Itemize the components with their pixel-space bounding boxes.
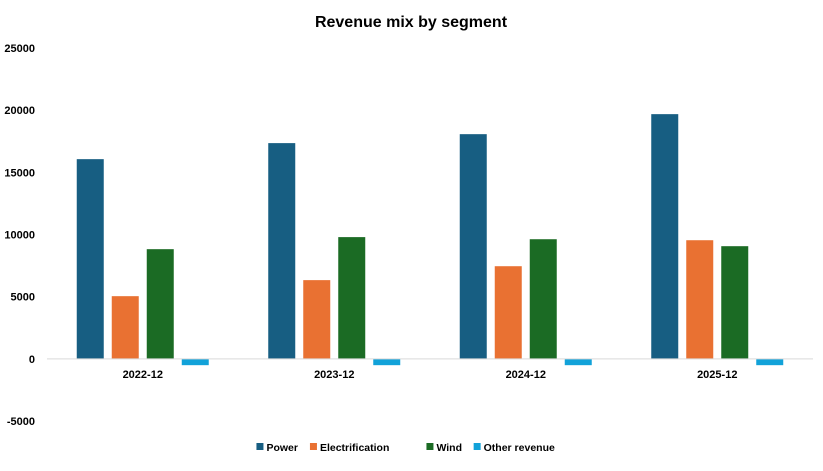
bar-power-2022-12 xyxy=(76,159,104,359)
x-tick-label: 2023-12 xyxy=(314,369,354,381)
bar-electrification-2024-12 xyxy=(494,266,522,359)
bar-electrification-2022-12 xyxy=(111,296,139,359)
bar-wind-2025-12 xyxy=(721,246,749,359)
bar-wind-2023-12 xyxy=(338,237,366,359)
x-tick-label: 2022-12 xyxy=(123,369,163,381)
bar-electrification-2025-12 xyxy=(686,240,714,359)
legend-swatch xyxy=(473,443,481,450)
bar-other-revenue-2025-12 xyxy=(756,358,784,366)
x-tick-label: 2024-12 xyxy=(506,369,546,381)
chart-title: Revenue mix by segment xyxy=(315,14,508,31)
bar-other-revenue-2023-12 xyxy=(373,358,401,366)
legend-label: Other revenue xyxy=(484,442,555,454)
legend-swatch xyxy=(256,443,264,450)
x-tick-label: 2025-12 xyxy=(697,369,737,381)
y-tick-label: 15000 xyxy=(4,167,35,179)
bar-other-revenue-2022-12 xyxy=(181,358,209,366)
y-tick-label: 10000 xyxy=(4,230,35,242)
y-tick-label: 20000 xyxy=(4,105,35,117)
bar-other-revenue-2024-12 xyxy=(564,358,592,366)
legend-swatch xyxy=(309,443,317,450)
bar-wind-2022-12 xyxy=(146,249,174,359)
bar-power-2024-12 xyxy=(459,134,487,359)
bar-wind-2024-12 xyxy=(529,239,557,359)
bar-power-2025-12 xyxy=(651,114,679,359)
bar-electrification-2023-12 xyxy=(303,280,331,359)
y-tick-label: 5000 xyxy=(11,292,35,304)
legend-label: Power xyxy=(266,442,298,454)
bar-power-2023-12 xyxy=(268,143,296,359)
y-tick-label: 25000 xyxy=(4,43,35,55)
legend-swatch xyxy=(426,443,434,450)
y-tick-label: -5000 xyxy=(7,416,35,428)
legend-label: Wind xyxy=(436,442,462,454)
legend-label: Electrification xyxy=(320,442,389,454)
y-tick-label: 0 xyxy=(29,354,35,366)
